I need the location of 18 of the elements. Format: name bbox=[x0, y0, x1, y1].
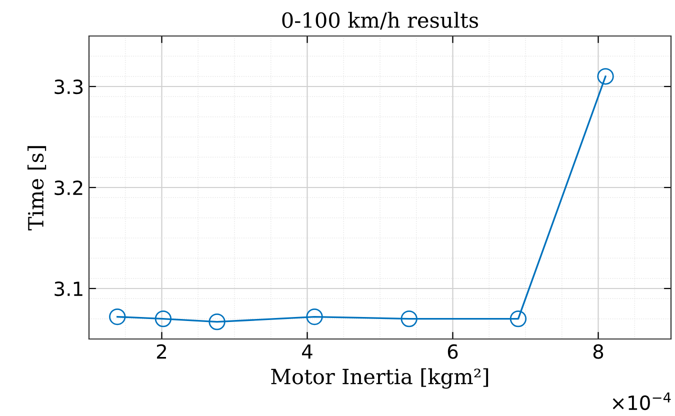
x-axis-title: Motor Inertia [kgm²] bbox=[271, 368, 488, 389]
y-tick-label: 3.1 bbox=[54, 281, 82, 296]
y-axis-title: Time [s] bbox=[28, 146, 46, 230]
point bbox=[400, 310, 418, 328]
x-tick-label: 8 bbox=[593, 344, 604, 359]
text: ×10$^{−4}$ bbox=[612, 392, 671, 410]
y-tick-label: 3.3 bbox=[54, 79, 83, 94]
point bbox=[208, 313, 226, 330]
point bbox=[109, 308, 126, 326]
point bbox=[510, 310, 527, 328]
point bbox=[154, 310, 172, 328]
y-tick-label: 3.2 bbox=[54, 180, 82, 196]
x-tick-label: 6 bbox=[448, 344, 458, 359]
x-tick-label: 2 bbox=[156, 344, 166, 359]
chart-title: 0-100 km/h results bbox=[282, 12, 478, 30]
point bbox=[597, 68, 614, 85]
x-tick-label: 4 bbox=[302, 344, 312, 359]
point bbox=[306, 308, 323, 326]
